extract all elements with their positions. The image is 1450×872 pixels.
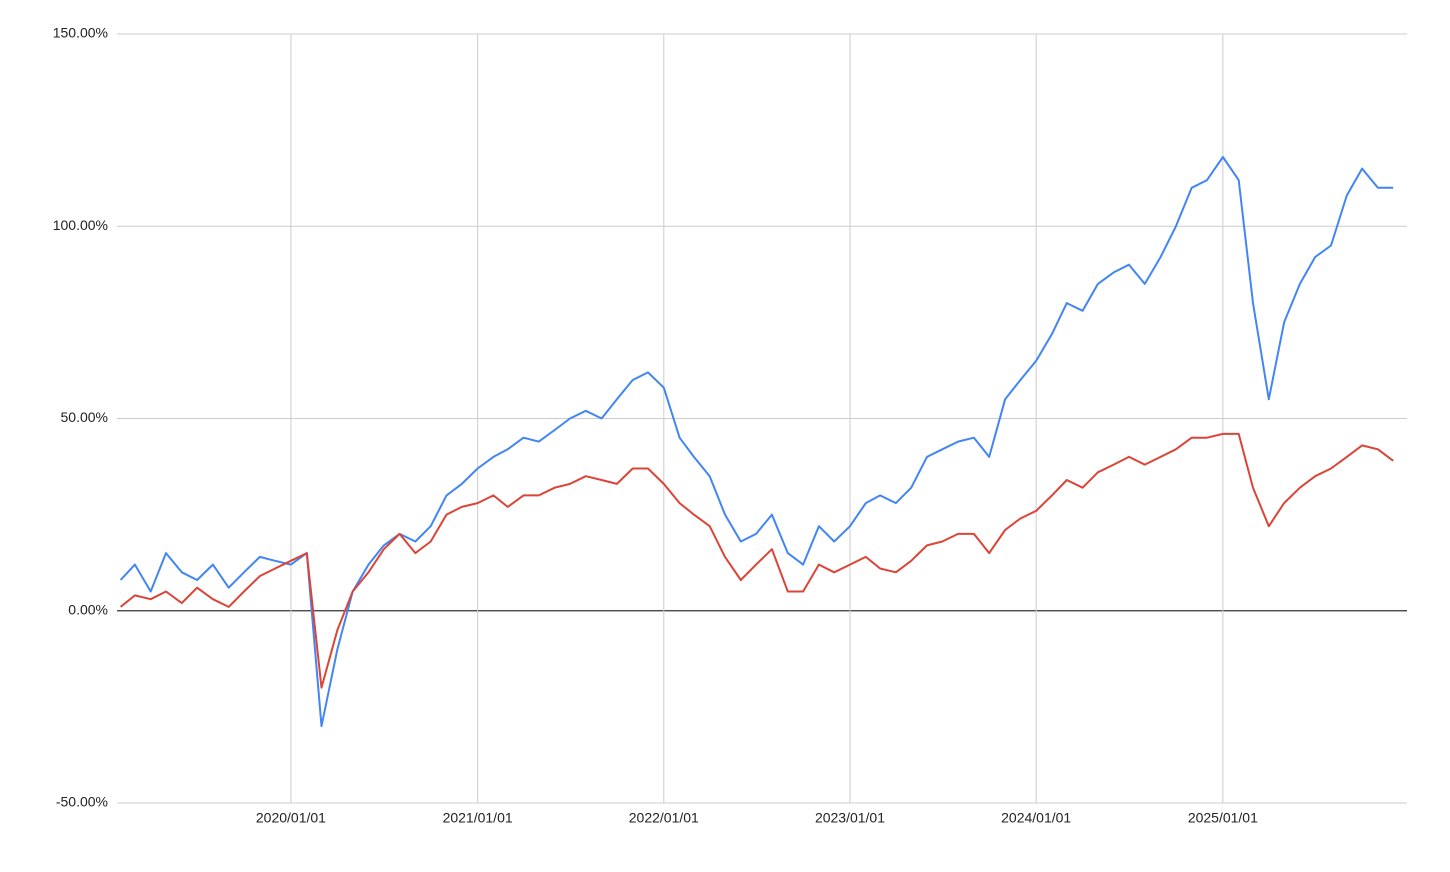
x-tick-label: 2022/01/01	[629, 810, 699, 826]
x-tick-label: 2021/01/01	[443, 810, 513, 826]
y-tick-label: 150.00%	[53, 25, 108, 41]
y-tick-label: 0.00%	[68, 601, 108, 617]
x-tick-label: 2023/01/01	[815, 810, 885, 826]
series-line	[119, 432, 1394, 689]
y-tick-label: 100.00%	[53, 217, 108, 233]
series-line	[119, 156, 1394, 728]
x-tick-label: 2025/01/01	[1188, 810, 1258, 826]
x-tick-label: 2024/01/01	[1001, 810, 1071, 826]
x-tick-label: 2020/01/01	[256, 810, 326, 826]
y-tick-label: -50.00%	[56, 794, 108, 810]
y-tick-label: 50.00%	[61, 409, 108, 425]
